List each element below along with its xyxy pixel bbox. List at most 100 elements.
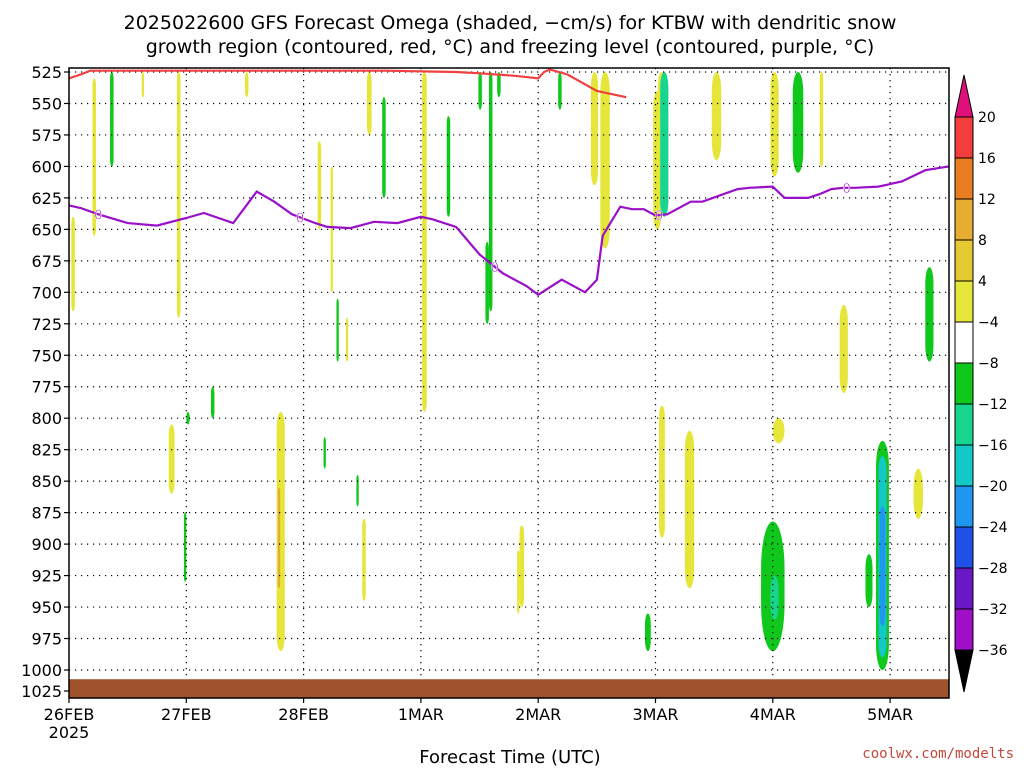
omega-shade-20: [600, 72, 610, 249]
x-tick-label-5: 3MAR: [632, 705, 678, 724]
colorbar-label-9: −20: [978, 479, 1008, 495]
omega-shade-0: [71, 216, 75, 312]
y-tick-label-6: 675: [31, 252, 62, 271]
colorbar-label-4: 4: [978, 274, 987, 290]
x-tick-label-1: 27FEB: [161, 705, 212, 724]
colorbar-label-7: −12: [978, 397, 1008, 413]
colorbar-box-6: [954, 362, 974, 405]
y-tick-label-12: 825: [31, 441, 62, 460]
y-tick-label-5: 650: [31, 220, 62, 239]
dgz-contour-line: [68, 68, 627, 99]
omega-shade-3: [176, 72, 181, 318]
omega-shade-26: [711, 72, 722, 161]
omega-shade-9: [330, 166, 333, 293]
omega-shade-45: [485, 241, 489, 324]
y-tick-label-17: 950: [31, 598, 62, 617]
colorbar-box-11: [954, 567, 974, 610]
colorbar-label-1: 16: [978, 151, 996, 167]
colorbar-box-1: [954, 157, 974, 200]
colorbar-label-2: 12: [978, 192, 996, 208]
y-tick-label-0: 525: [31, 63, 62, 82]
colorbar-label-5: −4: [978, 315, 999, 331]
x-tick-label-3: 1MAR: [398, 705, 444, 724]
x-tick-label-7: 5MAR: [867, 705, 913, 724]
omega-shade-51: [141, 72, 145, 98]
x-tick-label-2: 28FEB: [278, 705, 329, 724]
freezing-level-label-3: 0: [655, 209, 663, 224]
omega-shade-40: [644, 613, 651, 652]
freezing-level-label-2: 0: [491, 261, 499, 276]
y-tick-label-16: 925: [31, 567, 62, 586]
omega-shade-16: [519, 525, 525, 608]
x-axis-title: Forecast Time (UTC): [419, 747, 600, 768]
y-tick-label-14: 875: [31, 504, 62, 523]
chart-title-line-2: growth region (contoured, red, °C) and f…: [146, 36, 875, 58]
y-tick-label-19: 1000: [21, 661, 62, 680]
colorbar-box-2: [954, 198, 974, 241]
omega-shade-33: [913, 468, 923, 519]
omega-shade-2: [110, 72, 114, 167]
omega-shade-6: [244, 72, 249, 98]
colorbar-box-8: [954, 444, 974, 487]
y-tick-label-13: 850: [31, 472, 62, 491]
y-tick-label-7: 700: [31, 283, 62, 302]
colorbar-box-0: [954, 116, 974, 159]
omega-shade-43: [356, 474, 359, 507]
colorbar-label-6: −8: [978, 356, 999, 372]
credit-text: coolwx.com/modelts: [862, 746, 1014, 762]
colorbar-box-12: [954, 608, 974, 651]
omega-shade-49: [362, 518, 366, 601]
colorbar-box-7: [954, 403, 974, 446]
colorbar-bottom-arrow: [954, 649, 974, 693]
colorbar-box-10: [954, 526, 974, 569]
omega-shade-8: [317, 141, 322, 230]
omega-shade-46: [478, 72, 482, 110]
y-tick-label-2: 575: [31, 126, 62, 145]
omega-shade-7: [276, 411, 285, 652]
plot-area: 0 0 0 0 0 525 550 575 600 625 650 675 700 725 750 775 80…: [21, 63, 950, 742]
colorbar-top-arrow: [954, 74, 974, 118]
colorbar-box-5: [954, 321, 974, 364]
omega-shade-18: [558, 72, 562, 110]
colorbar-box-3: [954, 239, 974, 282]
chart-title-line-1: 2025022600 GFS Forecast Omega (shaded, −…: [124, 12, 897, 34]
y-tick-label-3: 600: [31, 157, 62, 176]
omega-shade-27: [770, 72, 779, 177]
omega-shade-19: [590, 72, 599, 186]
plot-border: [68, 67, 950, 699]
omega-shade-29: [819, 72, 824, 167]
omega-shade-30: [772, 418, 785, 444]
omega-shade-24: [659, 405, 665, 538]
omega-shade-4: [168, 424, 175, 494]
colorbar-label-0: 20: [978, 110, 996, 126]
freezing-level-label-0: 0: [94, 208, 102, 223]
y-tick-label-10: 775: [31, 378, 62, 397]
omega-shade-50: [517, 550, 520, 614]
omega-shade-5: [183, 512, 187, 582]
y-tick-label-8: 725: [31, 315, 62, 334]
omega-shade-15: [488, 72, 493, 312]
omega-shade-23: [660, 72, 669, 217]
colorbar: 20 16 12 8 4 −4 −8 −12 −16 −20 −24 −28 −32 −36: [954, 74, 1008, 693]
omega-shade-11: [345, 317, 349, 362]
y-tick-label-4: 625: [31, 189, 62, 208]
omega-shade-44: [446, 116, 451, 217]
colorbar-label-10: −24: [978, 520, 1008, 536]
colorbar-label-11: −28: [978, 561, 1008, 577]
x-tick-label-4: 2MAR: [515, 705, 561, 724]
y-tick-label-20: 1025: [21, 682, 62, 701]
freezing-level-label-1: 0: [296, 211, 304, 226]
y-tick-label-1: 550: [31, 94, 62, 113]
ground-band: [69, 679, 949, 698]
colorbar-label-12: −32: [978, 602, 1008, 618]
omega-shade-39: [879, 506, 886, 626]
colorbar-box-4: [954, 280, 974, 323]
colorbar-label-13: −36: [978, 643, 1008, 659]
colorbar-label-3: 8: [978, 233, 987, 249]
y-tick-label-18: 975: [31, 630, 62, 649]
freezing-level-line: [68, 165, 949, 297]
y-tick-label-11: 800: [31, 409, 62, 428]
omega-shade-48: [277, 487, 281, 589]
omega-shade-25: [684, 430, 695, 589]
